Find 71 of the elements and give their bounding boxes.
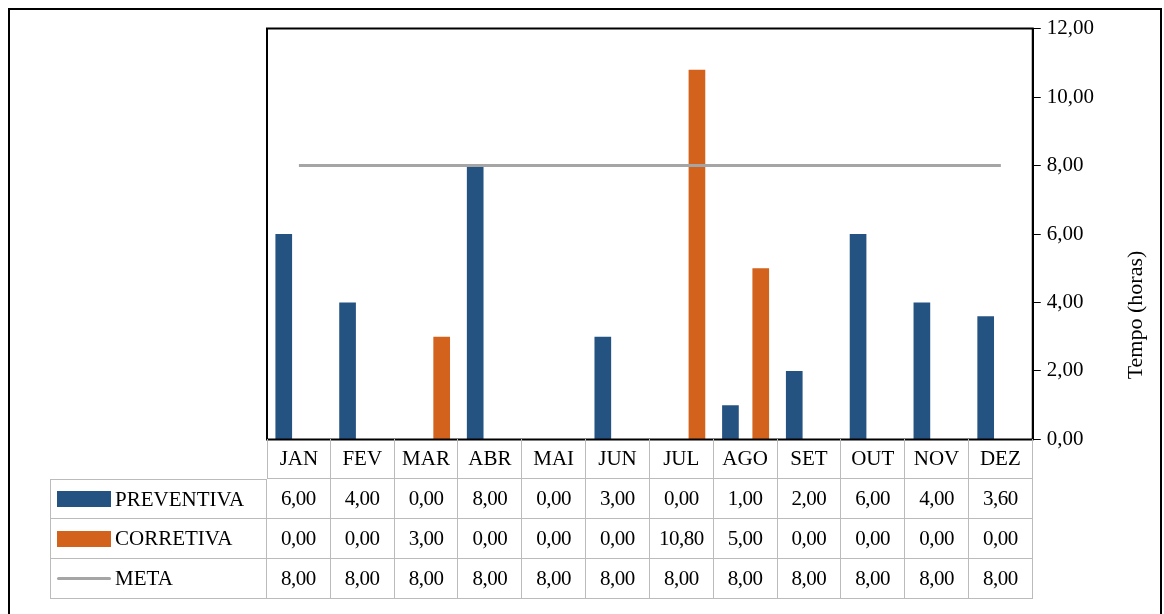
y-tick-label: 0,00 [1046, 425, 1084, 450]
x-tick-label: DEZ [968, 439, 1033, 480]
data-label: 3,60 [968, 479, 1033, 520]
data-label: 1,00 [713, 479, 778, 520]
bar [785, 370, 803, 439]
bar [722, 405, 739, 439]
data-label: 0,00 [649, 479, 714, 520]
y-axis-title: Tempo (horas) [1122, 250, 1148, 380]
data-label: 8,00 [458, 559, 523, 600]
bar [339, 302, 356, 439]
x-tick-label: JUN [586, 439, 650, 480]
data-label: 8,00 [713, 559, 778, 600]
bar [594, 336, 612, 439]
data-label: 4,00 [330, 479, 395, 520]
data-label: 8,00 [968, 559, 1033, 600]
data-label: 0,00 [330, 519, 395, 560]
x-tick-label: JUL [649, 439, 714, 480]
y-tick-label: 10,00 [1046, 83, 1094, 108]
bar [688, 69, 706, 439]
bar [977, 316, 995, 439]
data-label: 3,00 [586, 479, 650, 520]
data-label: 8,00 [777, 559, 842, 600]
data-label: 0,00 [777, 519, 842, 560]
data-label: 0,00 [267, 519, 331, 560]
x-tick-label: MAR [394, 439, 459, 480]
data-label: 8,00 [330, 559, 395, 600]
data-label: 0,00 [586, 519, 650, 560]
x-tick-label: NOV [905, 439, 969, 480]
data-label: 3,00 [394, 519, 459, 560]
legend-label: CORRETIVA [115, 526, 233, 552]
data-label: 6,00 [841, 479, 906, 520]
data-label: 8,00 [841, 559, 906, 600]
data-label: 0,00 [968, 519, 1033, 560]
data-label: 8,00 [586, 559, 650, 600]
y-tick-label: 2,00 [1046, 357, 1084, 382]
y-tick-label: 8,00 [1046, 152, 1084, 177]
y-tick-label: 6,00 [1046, 220, 1084, 245]
x-tick-label: FEV [330, 439, 395, 480]
data-label: 0,00 [522, 519, 587, 560]
data-label: 8,00 [905, 559, 969, 600]
x-tick-label: OUT [841, 439, 906, 480]
data-label: 6,00 [267, 479, 331, 520]
legend-label: META [115, 566, 173, 592]
data-label: 0,00 [458, 519, 523, 560]
x-tick-label: SET [777, 439, 842, 480]
data-label: 0,00 [841, 519, 906, 560]
data-label: 0,00 [522, 479, 587, 520]
data-label: 0,00 [905, 519, 969, 560]
data-label: 10,80 [649, 519, 714, 560]
data-label: 8,00 [522, 559, 587, 600]
bar [913, 302, 931, 439]
data-label: 8,00 [649, 559, 714, 600]
bar [433, 336, 451, 439]
data-label: 2,00 [777, 479, 842, 520]
bar [275, 234, 293, 439]
y-tick-label: 4,00 [1046, 288, 1084, 313]
data-label: 8,00 [394, 559, 459, 600]
bar [466, 165, 484, 439]
x-tick-label: JAN [267, 439, 331, 480]
x-tick-label: AGO [713, 439, 778, 480]
legend-label: PREVENTIVA [115, 486, 245, 512]
data-label: 8,00 [267, 559, 331, 600]
data-label: 4,00 [905, 479, 969, 520]
x-tick-label: MAI [522, 439, 587, 480]
data-label: 5,00 [713, 519, 778, 560]
x-tick-label: ABR [458, 439, 523, 480]
data-label: 0,00 [394, 479, 459, 520]
data-label: 8,00 [458, 479, 523, 520]
bar [752, 268, 770, 439]
bar [849, 234, 867, 439]
y-tick-label: 12,00 [1046, 15, 1094, 40]
